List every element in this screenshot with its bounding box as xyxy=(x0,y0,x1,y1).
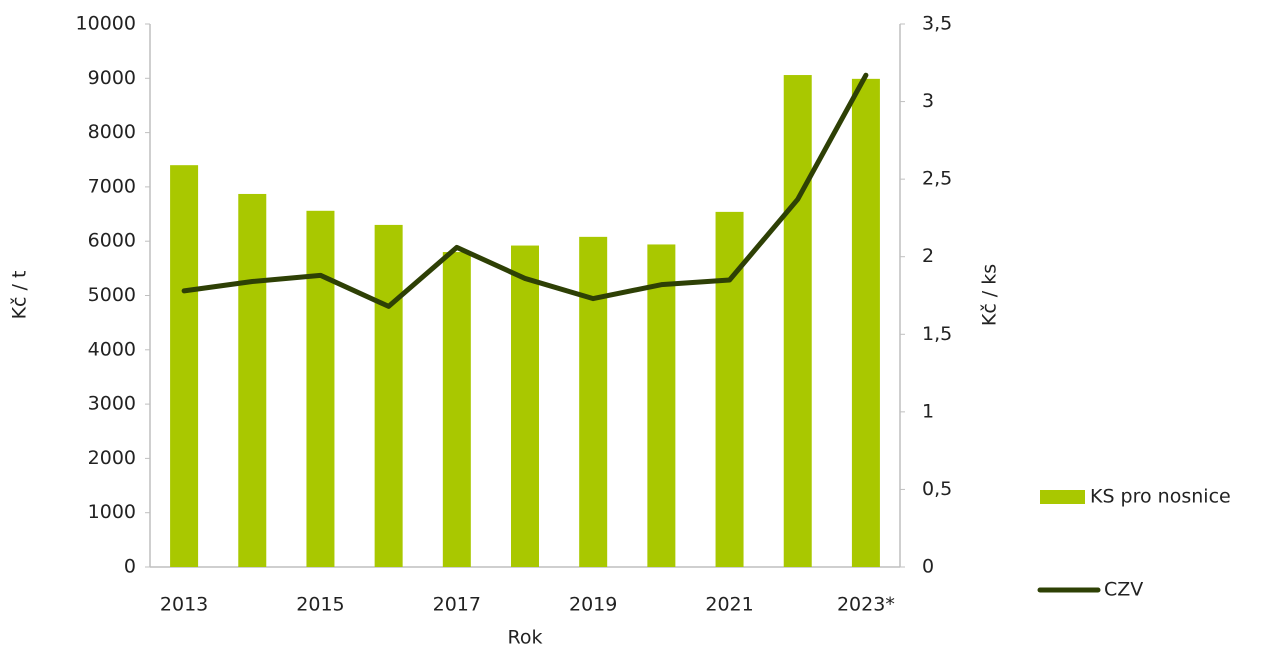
legend-label: KS pro nosnice xyxy=(1090,486,1231,508)
x-axis-title: Rok xyxy=(508,627,543,649)
y2-tick-label: 1,5 xyxy=(922,323,952,345)
bar xyxy=(170,165,199,567)
bar xyxy=(783,75,812,568)
y2-tick-label: 0,5 xyxy=(922,478,952,500)
bar xyxy=(851,78,880,567)
y-tick-label: 4000 xyxy=(88,338,136,360)
y2-axis-title: Kč / ks xyxy=(979,264,1001,326)
y2-tick-label: 2,5 xyxy=(922,168,952,190)
y-tick-label: 8000 xyxy=(88,121,136,143)
x-tick-label: 2023* xyxy=(837,594,895,616)
bar xyxy=(579,236,608,567)
y2-tick-label: 0 xyxy=(922,556,934,578)
x-tick-label: 2015 xyxy=(296,594,344,616)
y-tick-label: 2000 xyxy=(88,447,136,469)
y-tick-label: 10000 xyxy=(76,13,136,35)
bar xyxy=(647,244,676,567)
x-tick-label: 2019 xyxy=(569,594,617,616)
y-tick-label: 5000 xyxy=(88,284,136,306)
y-tick-label: 7000 xyxy=(88,175,136,197)
line xyxy=(181,72,869,309)
y-tick-label: 3000 xyxy=(88,393,136,415)
x-tick-label: 2021 xyxy=(705,594,753,616)
bar xyxy=(374,224,403,567)
x-tick-label: 2017 xyxy=(433,594,481,616)
bar xyxy=(238,193,267,568)
bar xyxy=(511,245,539,567)
y2-tick-label: 3,5 xyxy=(922,13,952,35)
y2-tick-label: 3 xyxy=(922,90,934,112)
y-tick-label: 0 xyxy=(124,556,136,578)
y-axis-title: Kč / t xyxy=(9,271,31,320)
legend-label: CZV xyxy=(1104,579,1143,601)
x-tick-label: 2013 xyxy=(160,594,208,616)
y2-tick-label: 2 xyxy=(922,245,934,267)
y-tick-label: 6000 xyxy=(88,230,136,252)
legend-swatch xyxy=(1040,490,1085,504)
bar xyxy=(306,210,335,568)
y-tick-label: 9000 xyxy=(88,67,136,89)
y-tick-label: 1000 xyxy=(88,501,136,523)
y2-tick-label: 1 xyxy=(922,400,934,422)
bar xyxy=(442,252,471,567)
